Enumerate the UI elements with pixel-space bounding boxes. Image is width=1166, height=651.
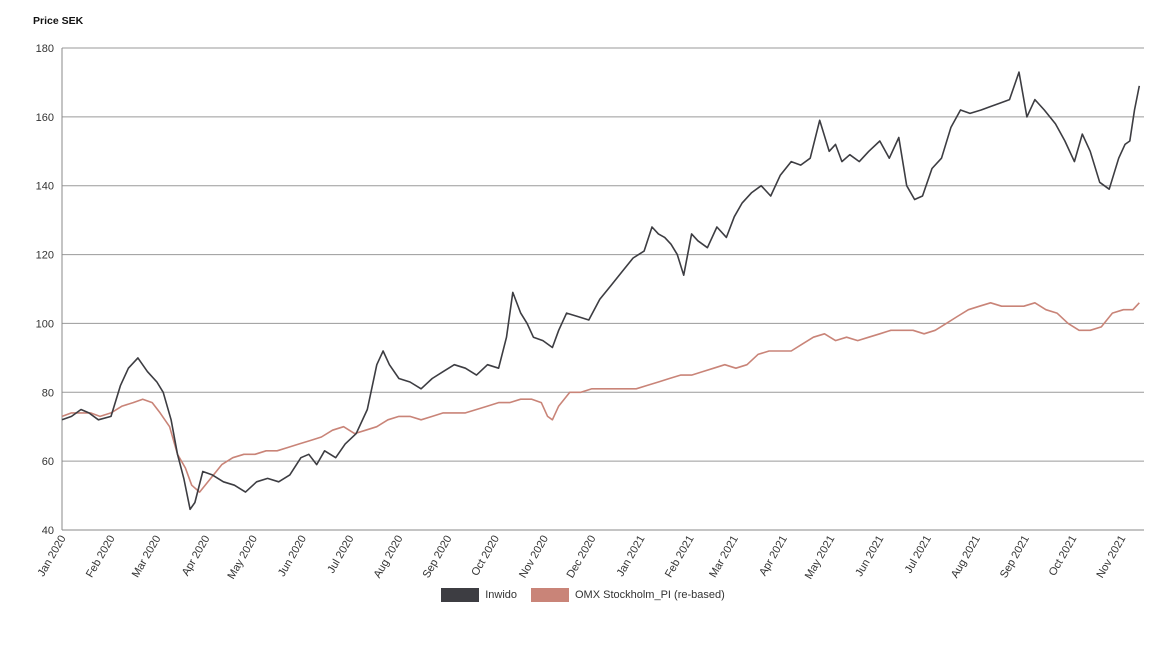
x-tick-label: Jan 2021 [615, 534, 648, 579]
y-axis-label: Price SEK [33, 15, 84, 27]
legend: Inwido OMX Stockholm_PI (re-based) [0, 588, 1166, 602]
x-tick-label: Aug 2020 [372, 534, 406, 581]
x-tick-label: Oct 2021 [1047, 534, 1080, 579]
x-tick-label: Jun 2020 [276, 534, 309, 579]
legend-label-omx: OMX Stockholm_PI (re-based) [575, 589, 725, 601]
x-tick-label: Nov 2021 [1095, 534, 1129, 581]
legend-swatch-omx [531, 588, 569, 602]
series-line-inwido [61, 71, 1141, 511]
x-tick-label: Feb 2020 [84, 534, 118, 580]
legend-item-omx[interactable]: OMX Stockholm_PI (re-based) [531, 588, 725, 602]
y-tick-label: 180 [36, 43, 54, 55]
x-tick-label: Jun 2021 [853, 534, 886, 579]
series-lines [61, 71, 1141, 511]
y-tick-label: 100 [36, 318, 54, 330]
x-tick-label: Apr 2021 [757, 534, 790, 579]
x-tick-label: May 2021 [803, 534, 838, 582]
y-tick-label: 80 [42, 387, 54, 399]
x-tick-label: Jan 2020 [36, 534, 69, 579]
x-tick-label: Mar 2020 [130, 534, 164, 580]
x-tick-label: Jul 2021 [903, 534, 934, 576]
x-tick-label: Mar 2021 [707, 534, 741, 580]
x-tick-label: Jul 2020 [325, 534, 356, 576]
y-tick-label: 60 [42, 456, 54, 468]
y-tick-label: 120 [36, 250, 54, 262]
x-tick-label: Feb 2021 [663, 534, 697, 580]
x-tick-label: May 2020 [225, 534, 260, 582]
x-tick-label: Sep 2021 [998, 534, 1032, 581]
grid-lines [61, 47, 1144, 531]
y-tick-label: 160 [36, 112, 54, 124]
y-tick-label: 140 [36, 181, 54, 193]
x-tick-label: Oct 2020 [469, 534, 502, 579]
x-tick-label: Apr 2020 [180, 534, 213, 579]
x-tick-label: Nov 2020 [517, 534, 551, 581]
x-tick-label: Sep 2020 [421, 534, 455, 581]
x-tick-labels: Jan 2020 Feb 2020 Mar 2020 Apr 2020 May 2020… [36, 534, 1129, 582]
x-tick-label: Dec 2020 [565, 534, 599, 581]
legend-item-inwido[interactable]: Inwido [441, 588, 517, 602]
series-line-omx [61, 301, 1140, 493]
y-tick-labels: 40 60 80 100 120 140 160 180 [36, 43, 54, 537]
legend-swatch-inwido [441, 588, 480, 602]
y-tick-label: 40 [42, 525, 54, 537]
x-tick-label: Aug 2021 [949, 534, 983, 581]
legend-label-inwido: Inwido [485, 589, 517, 601]
